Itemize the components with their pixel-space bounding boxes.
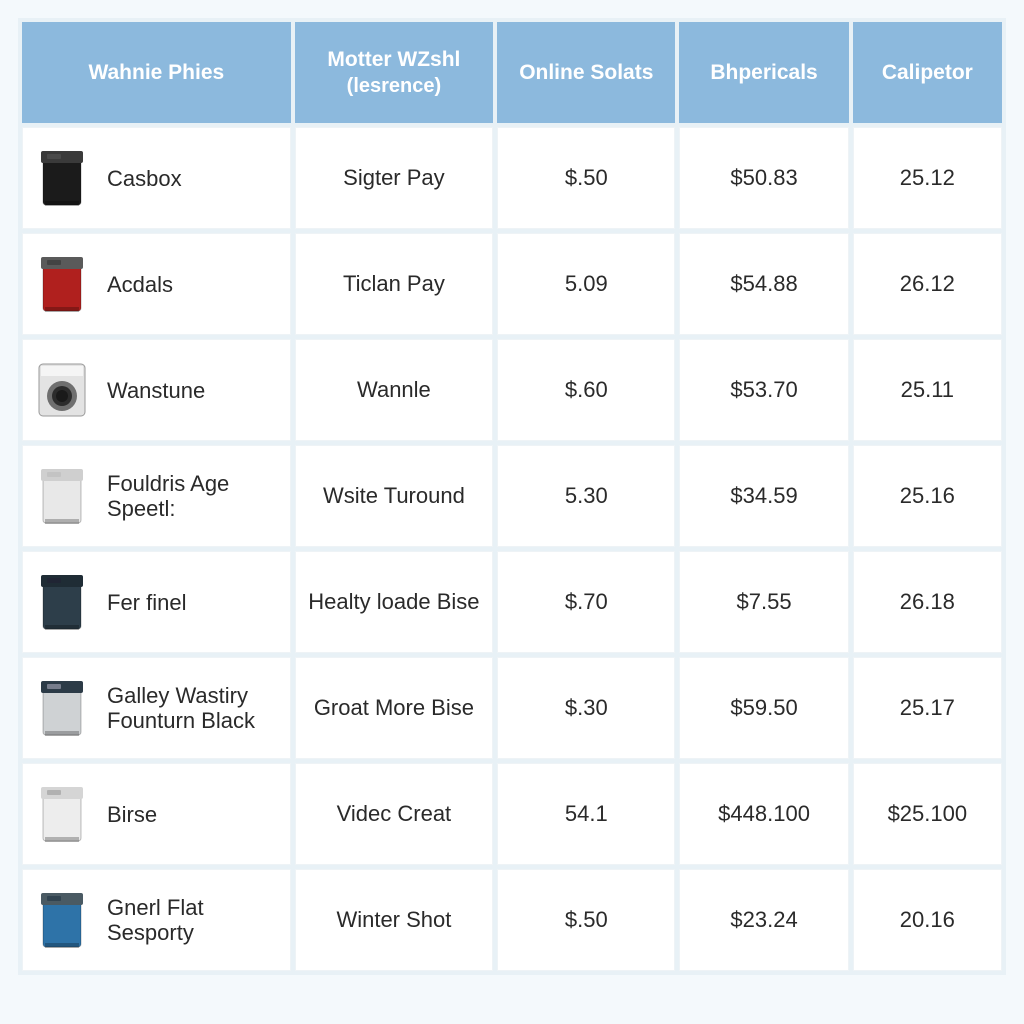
col-header-calipetor-text: Calipetor — [882, 61, 973, 84]
washer-icon — [37, 783, 87, 845]
cell-bhpericals: $59.50 — [679, 657, 848, 759]
product-icon — [35, 782, 89, 846]
cell-motter: Ticlan Pay — [295, 233, 493, 335]
cell-solats: $.30 — [497, 657, 675, 759]
table-row: Galley Wastiry Founturn Black Groat More… — [22, 657, 1002, 759]
col-header-motter-l2: (lesrence) — [305, 73, 483, 99]
col-header-name-text: Wahnie Phies — [88, 61, 224, 84]
cell-motter: Wsite Turound — [295, 445, 493, 547]
table-row: Fer finel Healty loade Bise $.70 $7.55 2… — [22, 551, 1002, 653]
cell-motter: Videc Creat — [295, 763, 493, 865]
cell-motter: Healty loade Bise — [295, 551, 493, 653]
washer-icon — [37, 147, 87, 209]
cell-calipetor: 26.18 — [853, 551, 1002, 653]
product-name: Acdals — [107, 272, 278, 297]
table-row: Fouldris Age Speetl: Wsite Turound 5.30 … — [22, 445, 1002, 547]
cell-calipetor: 26.12 — [853, 233, 1002, 335]
cell-solats: 5.09 — [497, 233, 675, 335]
product-icon — [35, 464, 89, 528]
washer-icon — [35, 360, 89, 420]
cell-name: Birse — [22, 763, 291, 865]
cell-solats: $.50 — [497, 869, 675, 971]
cell-name: Gnerl Flat Sesporty — [22, 869, 291, 971]
col-header-name: Wahnie Phies — [22, 22, 291, 123]
cell-motter: Wannle — [295, 339, 493, 441]
cell-name: Casbox — [22, 127, 291, 229]
cell-solats: $.70 — [497, 551, 675, 653]
cell-motter: Groat More Bise — [295, 657, 493, 759]
cell-name: Acdals — [22, 233, 291, 335]
cell-calipetor: 25.17 — [853, 657, 1002, 759]
col-header-bhpericals: Bhpericals — [679, 22, 848, 123]
cell-calipetor: 20.16 — [853, 869, 1002, 971]
col-header-calipetor: Calipetor — [853, 22, 1002, 123]
cell-bhpericals: $50.83 — [679, 127, 848, 229]
cell-bhpericals: $448.100 — [679, 763, 848, 865]
washer-icon — [37, 253, 87, 315]
cell-calipetor: 25.16 — [853, 445, 1002, 547]
cell-solats: $.50 — [497, 127, 675, 229]
cell-calipetor: 25.11 — [853, 339, 1002, 441]
col-header-bhpericals-text: Bhpericals — [710, 61, 817, 84]
cell-solats: 54.1 — [497, 763, 675, 865]
cell-name: Wanstune — [22, 339, 291, 441]
product-name: Galley Wastiry Founturn Black — [107, 683, 278, 734]
cell-bhpericals: $23.24 — [679, 869, 848, 971]
cell-solats: 5.30 — [497, 445, 675, 547]
product-name: Gnerl Flat Sesporty — [107, 895, 278, 946]
cell-motter: Sigter Pay — [295, 127, 493, 229]
product-icon — [35, 570, 89, 634]
product-icon — [35, 252, 89, 316]
cell-name: Fouldris Age Speetl: — [22, 445, 291, 547]
table-row: Casbox Sigter Pay $.50 $50.83 25.12 — [22, 127, 1002, 229]
cell-calipetor: $25.100 — [853, 763, 1002, 865]
washer-icon — [37, 571, 87, 633]
product-name: Fer finel — [107, 590, 278, 615]
cell-name: Galley Wastiry Founturn Black — [22, 657, 291, 759]
product-icon — [35, 888, 89, 952]
table-row: Acdals Ticlan Pay 5.09 $54.88 26.12 — [22, 233, 1002, 335]
product-comparison-table: Wahnie Phies Motter WZshl (lesrence) Onl… — [18, 18, 1006, 975]
col-header-motter-l1: Motter WZshl — [327, 48, 460, 71]
cell-name: Fer finel — [22, 551, 291, 653]
washer-icon — [37, 889, 87, 951]
cell-bhpericals: $7.55 — [679, 551, 848, 653]
col-header-solats: Online Solats — [497, 22, 675, 123]
washer-icon — [37, 465, 87, 527]
product-name: Wanstune — [107, 378, 278, 403]
product-icon — [35, 676, 89, 740]
col-header-solats-text: Online Solats — [519, 61, 653, 84]
product-icon — [35, 146, 89, 210]
product-name: Birse — [107, 802, 278, 827]
cell-bhpericals: $53.70 — [679, 339, 848, 441]
table-row: Gnerl Flat Sesporty Winter Shot $.50 $23… — [22, 869, 1002, 971]
cell-solats: $.60 — [497, 339, 675, 441]
table-row: Wanstune Wannle $.60 $53.70 25.11 — [22, 339, 1002, 441]
cell-bhpericals: $54.88 — [679, 233, 848, 335]
cell-bhpericals: $34.59 — [679, 445, 848, 547]
product-icon — [35, 358, 89, 422]
product-name: Fouldris Age Speetl: — [107, 471, 278, 522]
header-row: Wahnie Phies Motter WZshl (lesrence) Onl… — [22, 22, 1002, 123]
cell-calipetor: 25.12 — [853, 127, 1002, 229]
washer-icon — [37, 677, 87, 739]
table-row: Birse Videc Creat 54.1 $448.100 $25.100 — [22, 763, 1002, 865]
col-header-motter: Motter WZshl (lesrence) — [295, 22, 493, 123]
cell-motter: Winter Shot — [295, 869, 493, 971]
product-name: Casbox — [107, 166, 278, 191]
